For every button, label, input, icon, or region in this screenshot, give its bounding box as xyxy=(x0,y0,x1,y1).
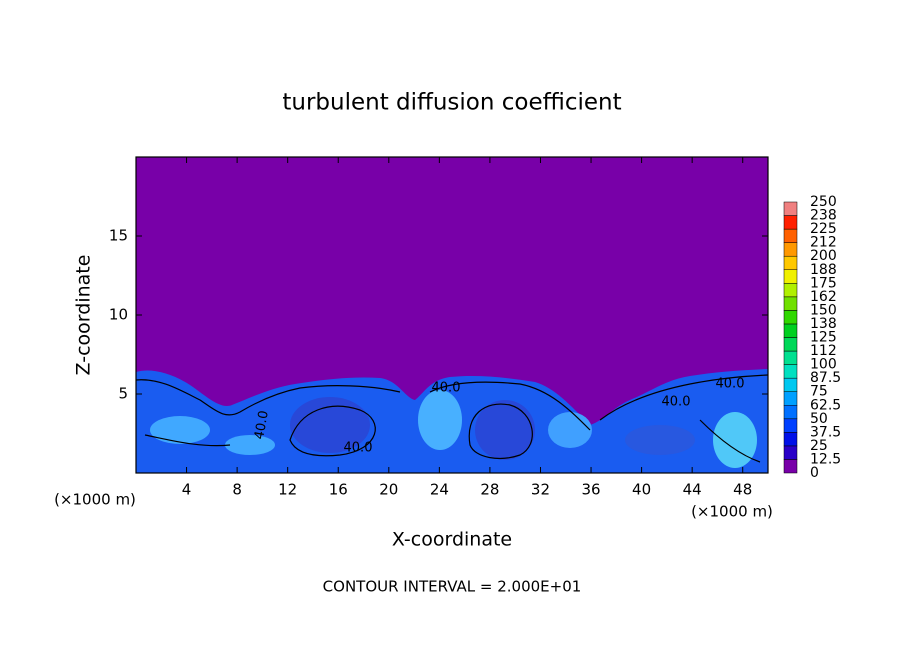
y-tick-label: 10 xyxy=(109,306,128,324)
colorbar-label: 37.5 xyxy=(810,424,841,440)
eddy xyxy=(418,390,462,450)
x-tick-label: 8 xyxy=(232,481,242,499)
contour-label: 40.0 xyxy=(662,395,691,410)
y-axis-title: Z-coordinate xyxy=(73,255,95,376)
colorbar-band xyxy=(783,215,798,230)
x-tick-label: 40 xyxy=(632,481,651,499)
eddy xyxy=(625,425,695,455)
colorbar-band xyxy=(783,405,798,420)
contour-line xyxy=(289,405,376,457)
eddy xyxy=(475,400,535,460)
colorbar-band xyxy=(783,364,798,379)
colorbar-label: 212 xyxy=(810,235,837,251)
colorbar-label: 188 xyxy=(810,262,837,278)
colorbar-label: 150 xyxy=(810,302,837,318)
colorbar-label: 100 xyxy=(810,357,837,373)
x-tick-label: 28 xyxy=(480,481,499,499)
colorbar-label: 50 xyxy=(810,411,828,427)
colorbar-label: 12.5 xyxy=(810,451,841,467)
colorbar-label: 62.5 xyxy=(810,397,841,413)
x-tick-label: 16 xyxy=(329,481,348,499)
colorbar-band xyxy=(783,432,798,447)
colorbar-band xyxy=(783,283,798,298)
colorbar-band xyxy=(783,445,798,460)
colorbar-band xyxy=(783,228,798,243)
colorbar-band xyxy=(783,459,798,474)
colorbar-label: 0 xyxy=(810,465,819,481)
contour-label: 40.0 xyxy=(344,441,373,456)
x-tick-label: 12 xyxy=(278,481,297,499)
colorbar-band xyxy=(783,323,798,338)
x-unit-label: (×1000 m) xyxy=(54,491,136,509)
x-unit-label: (×1000 m) xyxy=(691,503,773,521)
colorbar-label: 138 xyxy=(810,316,837,332)
y-tick-label: 15 xyxy=(109,227,128,245)
x-tick-label: 20 xyxy=(379,481,398,499)
colorbar-band xyxy=(783,418,798,433)
x-tick-label: 24 xyxy=(430,481,449,499)
colorbar-label: 225 xyxy=(810,221,837,237)
x-tick-label: 48 xyxy=(733,481,752,499)
chart-title: turbulent diffusion coefficient xyxy=(282,90,621,116)
colorbar-band xyxy=(783,350,798,365)
contour-label: 40.0 xyxy=(716,377,745,392)
colorbar-band xyxy=(783,377,798,392)
colorbar-band xyxy=(783,242,798,257)
eddy xyxy=(548,412,592,448)
colorbar-label: 125 xyxy=(810,330,837,346)
x-axis-title: X-coordinate xyxy=(392,529,512,551)
colorbar-label: 175 xyxy=(810,275,837,291)
eddy xyxy=(290,397,370,453)
colorbar-label: 75 xyxy=(810,384,828,400)
colorbar-band xyxy=(783,255,798,271)
eddy xyxy=(225,435,275,455)
x-tick-label: 36 xyxy=(581,481,600,499)
x-tick-label: 4 xyxy=(182,481,192,499)
y-tick-label: 5 xyxy=(118,385,128,403)
colorbar-band xyxy=(783,391,798,406)
colorbar-band xyxy=(783,269,798,284)
colorbar-label: 25 xyxy=(810,438,828,454)
eddy xyxy=(150,416,210,444)
colorbar-band xyxy=(783,310,798,325)
colorbar-label: 162 xyxy=(810,289,837,305)
eddy xyxy=(713,412,757,468)
contour-line xyxy=(468,403,533,459)
colorbar-label: 200 xyxy=(810,248,837,264)
colorbar-label: 112 xyxy=(810,343,837,359)
colorbar-label: 238 xyxy=(810,208,837,224)
turbulent-layer xyxy=(135,369,769,473)
contour-line xyxy=(144,419,761,463)
x-tick-label: 32 xyxy=(531,481,550,499)
colorbar-band xyxy=(783,296,798,311)
colorbar-label: 87.5 xyxy=(810,370,841,386)
contour-line xyxy=(135,374,769,431)
contour-interval-note: CONTOUR INTERVAL = 2.000E+01 xyxy=(323,578,582,596)
colorbar-label: 250 xyxy=(810,194,837,210)
contour-label: 40.0 xyxy=(252,409,272,440)
x-tick-label: 44 xyxy=(683,481,702,499)
contour-label: 40.0 xyxy=(432,381,461,396)
colorbar-band xyxy=(783,337,798,352)
colorbar-band xyxy=(783,201,798,216)
